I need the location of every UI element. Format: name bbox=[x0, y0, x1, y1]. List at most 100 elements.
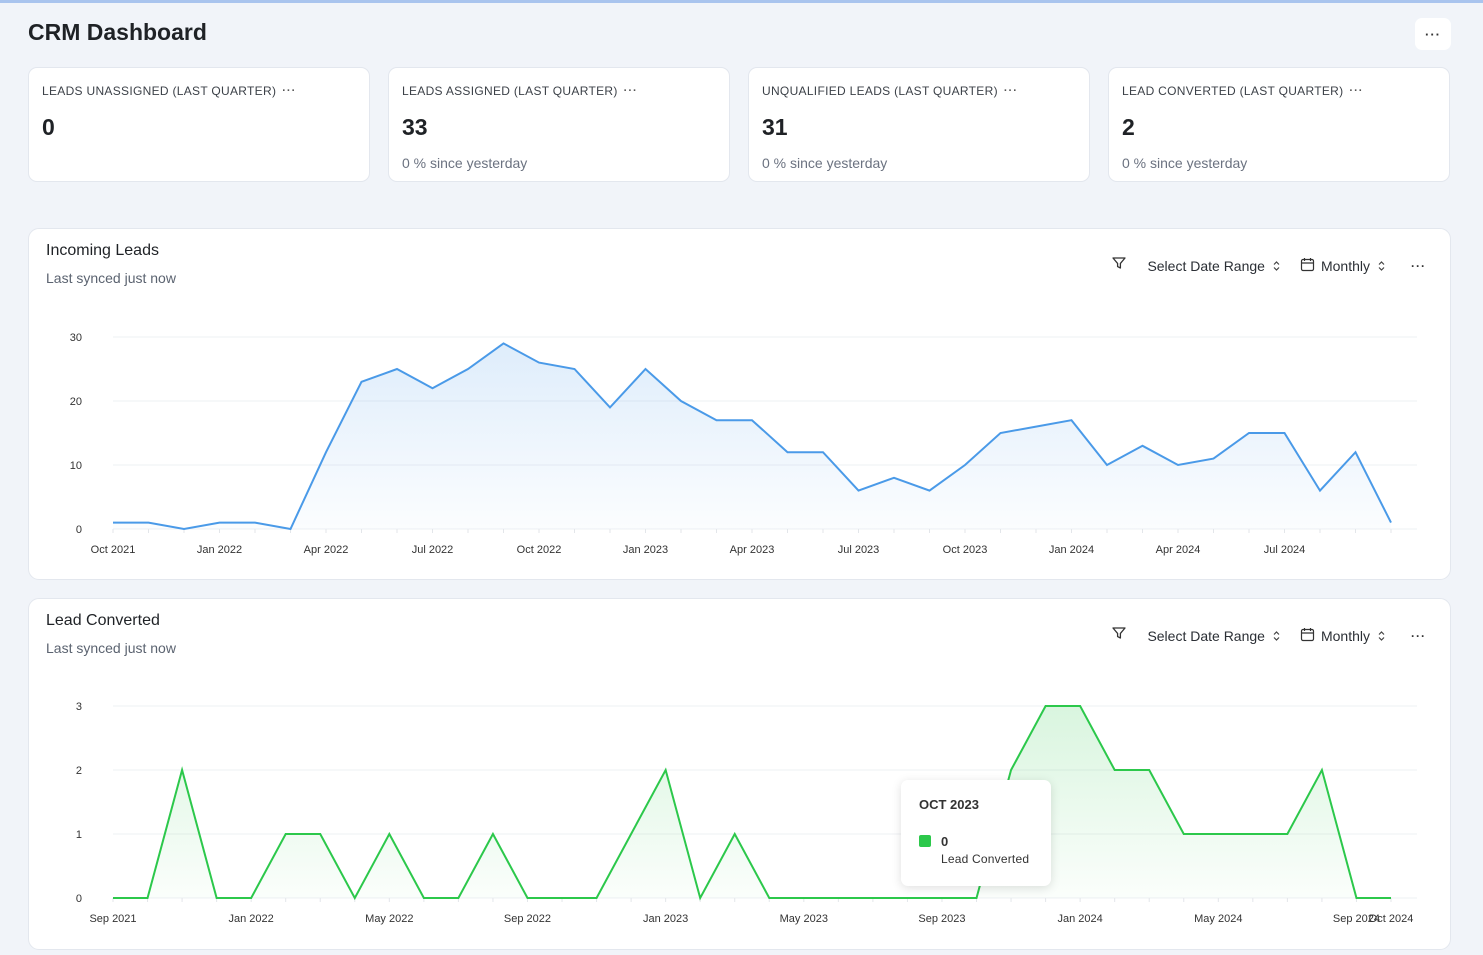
data-point[interactable] bbox=[1175, 462, 1181, 468]
data-point[interactable] bbox=[594, 895, 600, 901]
chevron-up-down-icon bbox=[1273, 260, 1280, 272]
data-point[interactable] bbox=[1112, 767, 1118, 773]
data-point[interactable] bbox=[288, 526, 294, 532]
series-line[interactable] bbox=[113, 705, 1391, 901]
ellipsis-icon[interactable]: ··· bbox=[282, 85, 297, 97]
data-point[interactable] bbox=[643, 366, 649, 372]
data-point[interactable] bbox=[1319, 767, 1325, 773]
data-point[interactable] bbox=[1388, 520, 1394, 526]
data-point[interactable] bbox=[835, 895, 841, 901]
data-point[interactable] bbox=[1069, 417, 1075, 423]
data-point[interactable] bbox=[110, 895, 116, 901]
ellipsis-icon[interactable]: ··· bbox=[1411, 258, 1426, 273]
data-point[interactable] bbox=[1043, 703, 1049, 709]
data-point[interactable] bbox=[572, 366, 578, 372]
data-point[interactable] bbox=[1250, 831, 1256, 837]
page-menu-button[interactable]: ··· bbox=[1415, 18, 1451, 50]
data-point[interactable] bbox=[536, 360, 542, 366]
data-point[interactable] bbox=[248, 895, 254, 901]
series-line[interactable] bbox=[113, 342, 1392, 531]
data-point[interactable] bbox=[386, 831, 392, 837]
data-point[interactable] bbox=[974, 895, 980, 901]
data-point[interactable] bbox=[1008, 767, 1014, 773]
kpi-change: 0 % since yesterday bbox=[402, 155, 528, 171]
data-point[interactable] bbox=[421, 895, 427, 901]
ellipsis-icon[interactable]: ··· bbox=[623, 85, 638, 97]
data-point[interactable] bbox=[1033, 424, 1039, 430]
data-point[interactable] bbox=[1146, 767, 1152, 773]
data-point[interactable] bbox=[856, 488, 862, 494]
data-point[interactable] bbox=[394, 366, 400, 372]
data-point[interactable] bbox=[870, 895, 876, 901]
data-point[interactable] bbox=[1284, 831, 1290, 837]
data-point[interactable] bbox=[628, 831, 634, 837]
data-point[interactable] bbox=[904, 895, 910, 901]
y-tick-label: 20 bbox=[70, 396, 82, 408]
data-point[interactable] bbox=[607, 404, 613, 410]
data-point[interactable] bbox=[490, 831, 496, 837]
data-point[interactable] bbox=[678, 398, 684, 404]
data-point[interactable] bbox=[323, 449, 329, 455]
data-point[interactable] bbox=[524, 895, 530, 901]
data-point[interactable] bbox=[214, 895, 220, 901]
ellipsis-icon[interactable]: ··· bbox=[1349, 85, 1364, 97]
data-point[interactable] bbox=[714, 417, 720, 423]
data-point[interactable] bbox=[252, 520, 258, 526]
data-point[interactable] bbox=[962, 462, 968, 468]
data-point[interactable] bbox=[179, 767, 185, 773]
data-point[interactable] bbox=[1140, 443, 1146, 449]
data-point[interactable] bbox=[181, 526, 187, 532]
data-point[interactable] bbox=[1388, 895, 1394, 901]
ellipsis-icon[interactable]: ··· bbox=[1411, 628, 1426, 643]
data-point[interactable] bbox=[766, 895, 772, 901]
chevron-up-down-icon bbox=[1378, 260, 1385, 272]
data-point[interactable] bbox=[317, 831, 323, 837]
data-point[interactable] bbox=[1104, 462, 1110, 468]
data-point[interactable] bbox=[1181, 831, 1187, 837]
data-point[interactable] bbox=[732, 831, 738, 837]
data-point[interactable] bbox=[1282, 430, 1288, 436]
x-tick-label: Jan 2022 bbox=[229, 913, 274, 925]
data-point[interactable] bbox=[697, 895, 703, 901]
data-point[interactable] bbox=[455, 895, 461, 901]
data-point[interactable] bbox=[1211, 456, 1217, 462]
x-tick-label: May 2022 bbox=[365, 913, 413, 925]
x-tick-label: Sep 2024 bbox=[1333, 913, 1380, 925]
data-point[interactable] bbox=[663, 767, 669, 773]
data-point[interactable] bbox=[217, 520, 223, 526]
filter-icon[interactable] bbox=[1111, 255, 1127, 276]
legend-swatch bbox=[919, 835, 931, 847]
data-point[interactable] bbox=[1353, 449, 1359, 455]
data-point[interactable] bbox=[352, 895, 358, 901]
data-point[interactable] bbox=[820, 449, 826, 455]
data-point[interactable] bbox=[939, 895, 945, 901]
date-range-select[interactable]: Select Date Range bbox=[1147, 258, 1280, 274]
data-point[interactable] bbox=[283, 831, 289, 837]
data-point[interactable] bbox=[501, 340, 507, 346]
interval-select[interactable]: Monthly bbox=[1300, 627, 1385, 645]
data-point[interactable] bbox=[785, 449, 791, 455]
data-point[interactable] bbox=[998, 430, 1004, 436]
data-point[interactable] bbox=[1077, 703, 1083, 709]
data-point[interactable] bbox=[1215, 831, 1221, 837]
data-point[interactable] bbox=[927, 488, 933, 494]
data-point[interactable] bbox=[749, 417, 755, 423]
date-range-select[interactable]: Select Date Range bbox=[1147, 628, 1280, 644]
data-point[interactable] bbox=[1246, 430, 1252, 436]
data-point[interactable] bbox=[110, 520, 116, 526]
chart-tooltip: OCT 2023 0 Lead Converted bbox=[901, 780, 1051, 886]
interval-select[interactable]: Monthly bbox=[1300, 257, 1385, 275]
data-point[interactable] bbox=[430, 385, 436, 391]
filter-icon[interactable] bbox=[1111, 625, 1127, 646]
data-point[interactable] bbox=[145, 895, 151, 901]
data-point[interactable] bbox=[1317, 488, 1323, 494]
ellipsis-icon[interactable]: ··· bbox=[1003, 85, 1018, 97]
data-point[interactable] bbox=[1353, 895, 1359, 901]
x-tick-label: Jan 2023 bbox=[623, 544, 668, 556]
data-point[interactable] bbox=[891, 475, 897, 481]
data-point[interactable] bbox=[465, 366, 471, 372]
data-point[interactable] bbox=[359, 379, 365, 385]
data-point[interactable] bbox=[559, 895, 565, 901]
data-point[interactable] bbox=[146, 520, 152, 526]
data-point[interactable] bbox=[801, 895, 807, 901]
